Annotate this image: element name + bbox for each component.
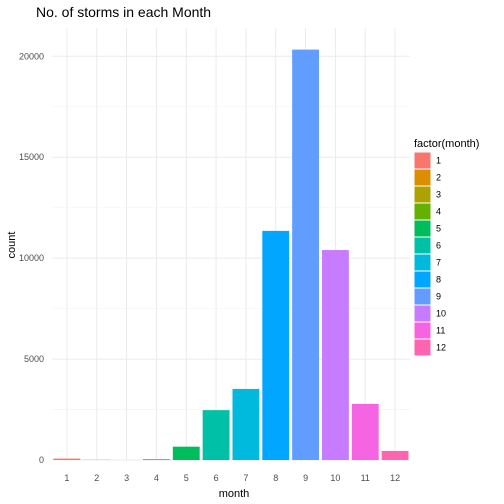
x-tick-label: 8 — [273, 473, 278, 483]
legend-key-3 — [414, 186, 431, 203]
legend-key-10 — [414, 305, 431, 322]
x-tick-label: 3 — [124, 473, 129, 483]
bar-month-4 — [142, 459, 170, 460]
y-tick-label: 10000 — [19, 253, 44, 263]
legend-label-5: 5 — [436, 224, 441, 234]
y-tick-label: 20000 — [19, 51, 44, 61]
legend-label-7: 7 — [436, 258, 441, 268]
x-tick-label: 11 — [361, 473, 370, 483]
bar-month-5 — [172, 446, 200, 460]
legend-key-6 — [414, 237, 431, 254]
legend-label-11: 11 — [436, 326, 445, 336]
grid — [52, 28, 410, 461]
legend-label-2: 2 — [436, 173, 441, 183]
x-tick-label: 7 — [243, 473, 248, 483]
x-tick-label: 5 — [184, 473, 189, 483]
chart-title: No. of storms in each Month — [36, 4, 211, 20]
bar-month-11 — [351, 403, 379, 460]
x-tick-label: 4 — [154, 473, 159, 483]
legend-key-1 — [414, 152, 431, 169]
legend-key-5 — [414, 220, 431, 237]
x-tick-label: 2 — [94, 473, 99, 483]
x-tick-label: 6 — [214, 473, 219, 483]
x-axis-title: month — [219, 488, 250, 500]
bar-month-9 — [292, 49, 320, 460]
bar-month-10 — [321, 250, 349, 460]
bar-month-6 — [202, 410, 230, 460]
legend-key-2 — [414, 169, 431, 186]
bar-month-8 — [262, 230, 290, 460]
legend-label-1: 1 — [436, 156, 441, 166]
legend-label-9: 9 — [436, 292, 441, 302]
y-axis-ticks: 0 5000 10000 15000 20000 — [19, 51, 44, 465]
x-axis-ticks: 1 2 3 4 5 6 7 8 9 10 11 12 — [64, 473, 400, 483]
y-tick-label: 5000 — [24, 354, 44, 364]
legend-title: factor(month) — [414, 138, 479, 150]
legend-key-12 — [414, 339, 431, 356]
legend-key-8 — [414, 271, 431, 288]
legend-key-7 — [414, 254, 431, 271]
legend-label-3: 3 — [436, 190, 441, 200]
legend-label-8: 8 — [436, 275, 441, 285]
bar-month-12 — [381, 450, 409, 460]
bar-month-7 — [232, 388, 260, 460]
x-tick-label: 10 — [330, 473, 340, 483]
legend-label-10: 10 — [436, 309, 446, 319]
legend-key-9 — [414, 288, 431, 305]
x-tick-label: 12 — [390, 473, 400, 483]
y-axis-title: count — [6, 232, 18, 259]
legend-label-6: 6 — [436, 241, 441, 251]
y-tick-label: 15000 — [19, 152, 44, 162]
legend-key-11 — [414, 322, 431, 339]
legend-label-12: 12 — [436, 343, 446, 353]
bars — [53, 49, 409, 460]
legend-label-4: 4 — [436, 207, 441, 217]
x-tick-label: 9 — [303, 473, 308, 483]
y-tick-label: 0 — [39, 455, 44, 465]
x-tick-label: 1 — [64, 473, 69, 483]
legend-key-4 — [414, 203, 431, 220]
bar-month-1 — [53, 458, 81, 460]
